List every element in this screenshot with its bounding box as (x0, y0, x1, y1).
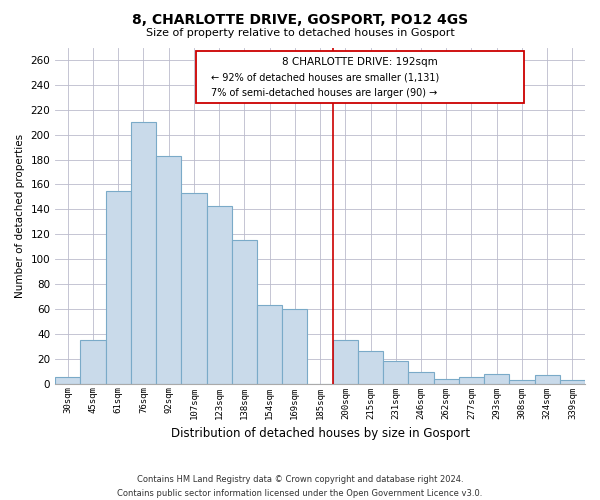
Bar (206, 206, 232, 384)
Bar (106, 190, 131, 384)
Bar (257, 305, 282, 384)
Bar (560, 380, 585, 384)
Bar (459, 378, 484, 384)
Bar (484, 374, 509, 384)
Text: 8, CHARLOTTE DRIVE, GOSPORT, PO12 4GS: 8, CHARLOTTE DRIVE, GOSPORT, PO12 4GS (132, 12, 468, 26)
Bar (55, 378, 80, 384)
Bar (131, 122, 156, 384)
Bar (332, 340, 358, 384)
Bar (509, 380, 535, 384)
Text: Contains HM Land Registry data © Crown copyright and database right 2024.
Contai: Contains HM Land Registry data © Crown c… (118, 476, 482, 498)
Y-axis label: Number of detached properties: Number of detached properties (15, 134, 25, 298)
FancyBboxPatch shape (196, 51, 524, 103)
Bar (434, 378, 459, 384)
Text: Size of property relative to detached houses in Gosport: Size of property relative to detached ho… (146, 28, 454, 38)
Bar (156, 156, 181, 384)
Bar (232, 240, 257, 384)
X-axis label: Distribution of detached houses by size in Gosport: Distribution of detached houses by size … (170, 427, 470, 440)
Bar (181, 193, 206, 384)
Bar (409, 372, 434, 384)
Bar (358, 352, 383, 384)
Text: ← 92% of detached houses are smaller (1,131): ← 92% of detached houses are smaller (1,… (211, 72, 440, 83)
Bar (80, 340, 106, 384)
Bar (535, 375, 560, 384)
Text: 7% of semi-detached houses are larger (90) →: 7% of semi-detached houses are larger (9… (211, 88, 438, 99)
Text: 8 CHARLOTTE DRIVE: 192sqm: 8 CHARLOTTE DRIVE: 192sqm (282, 57, 437, 67)
Bar (282, 309, 307, 384)
Bar (383, 361, 409, 384)
